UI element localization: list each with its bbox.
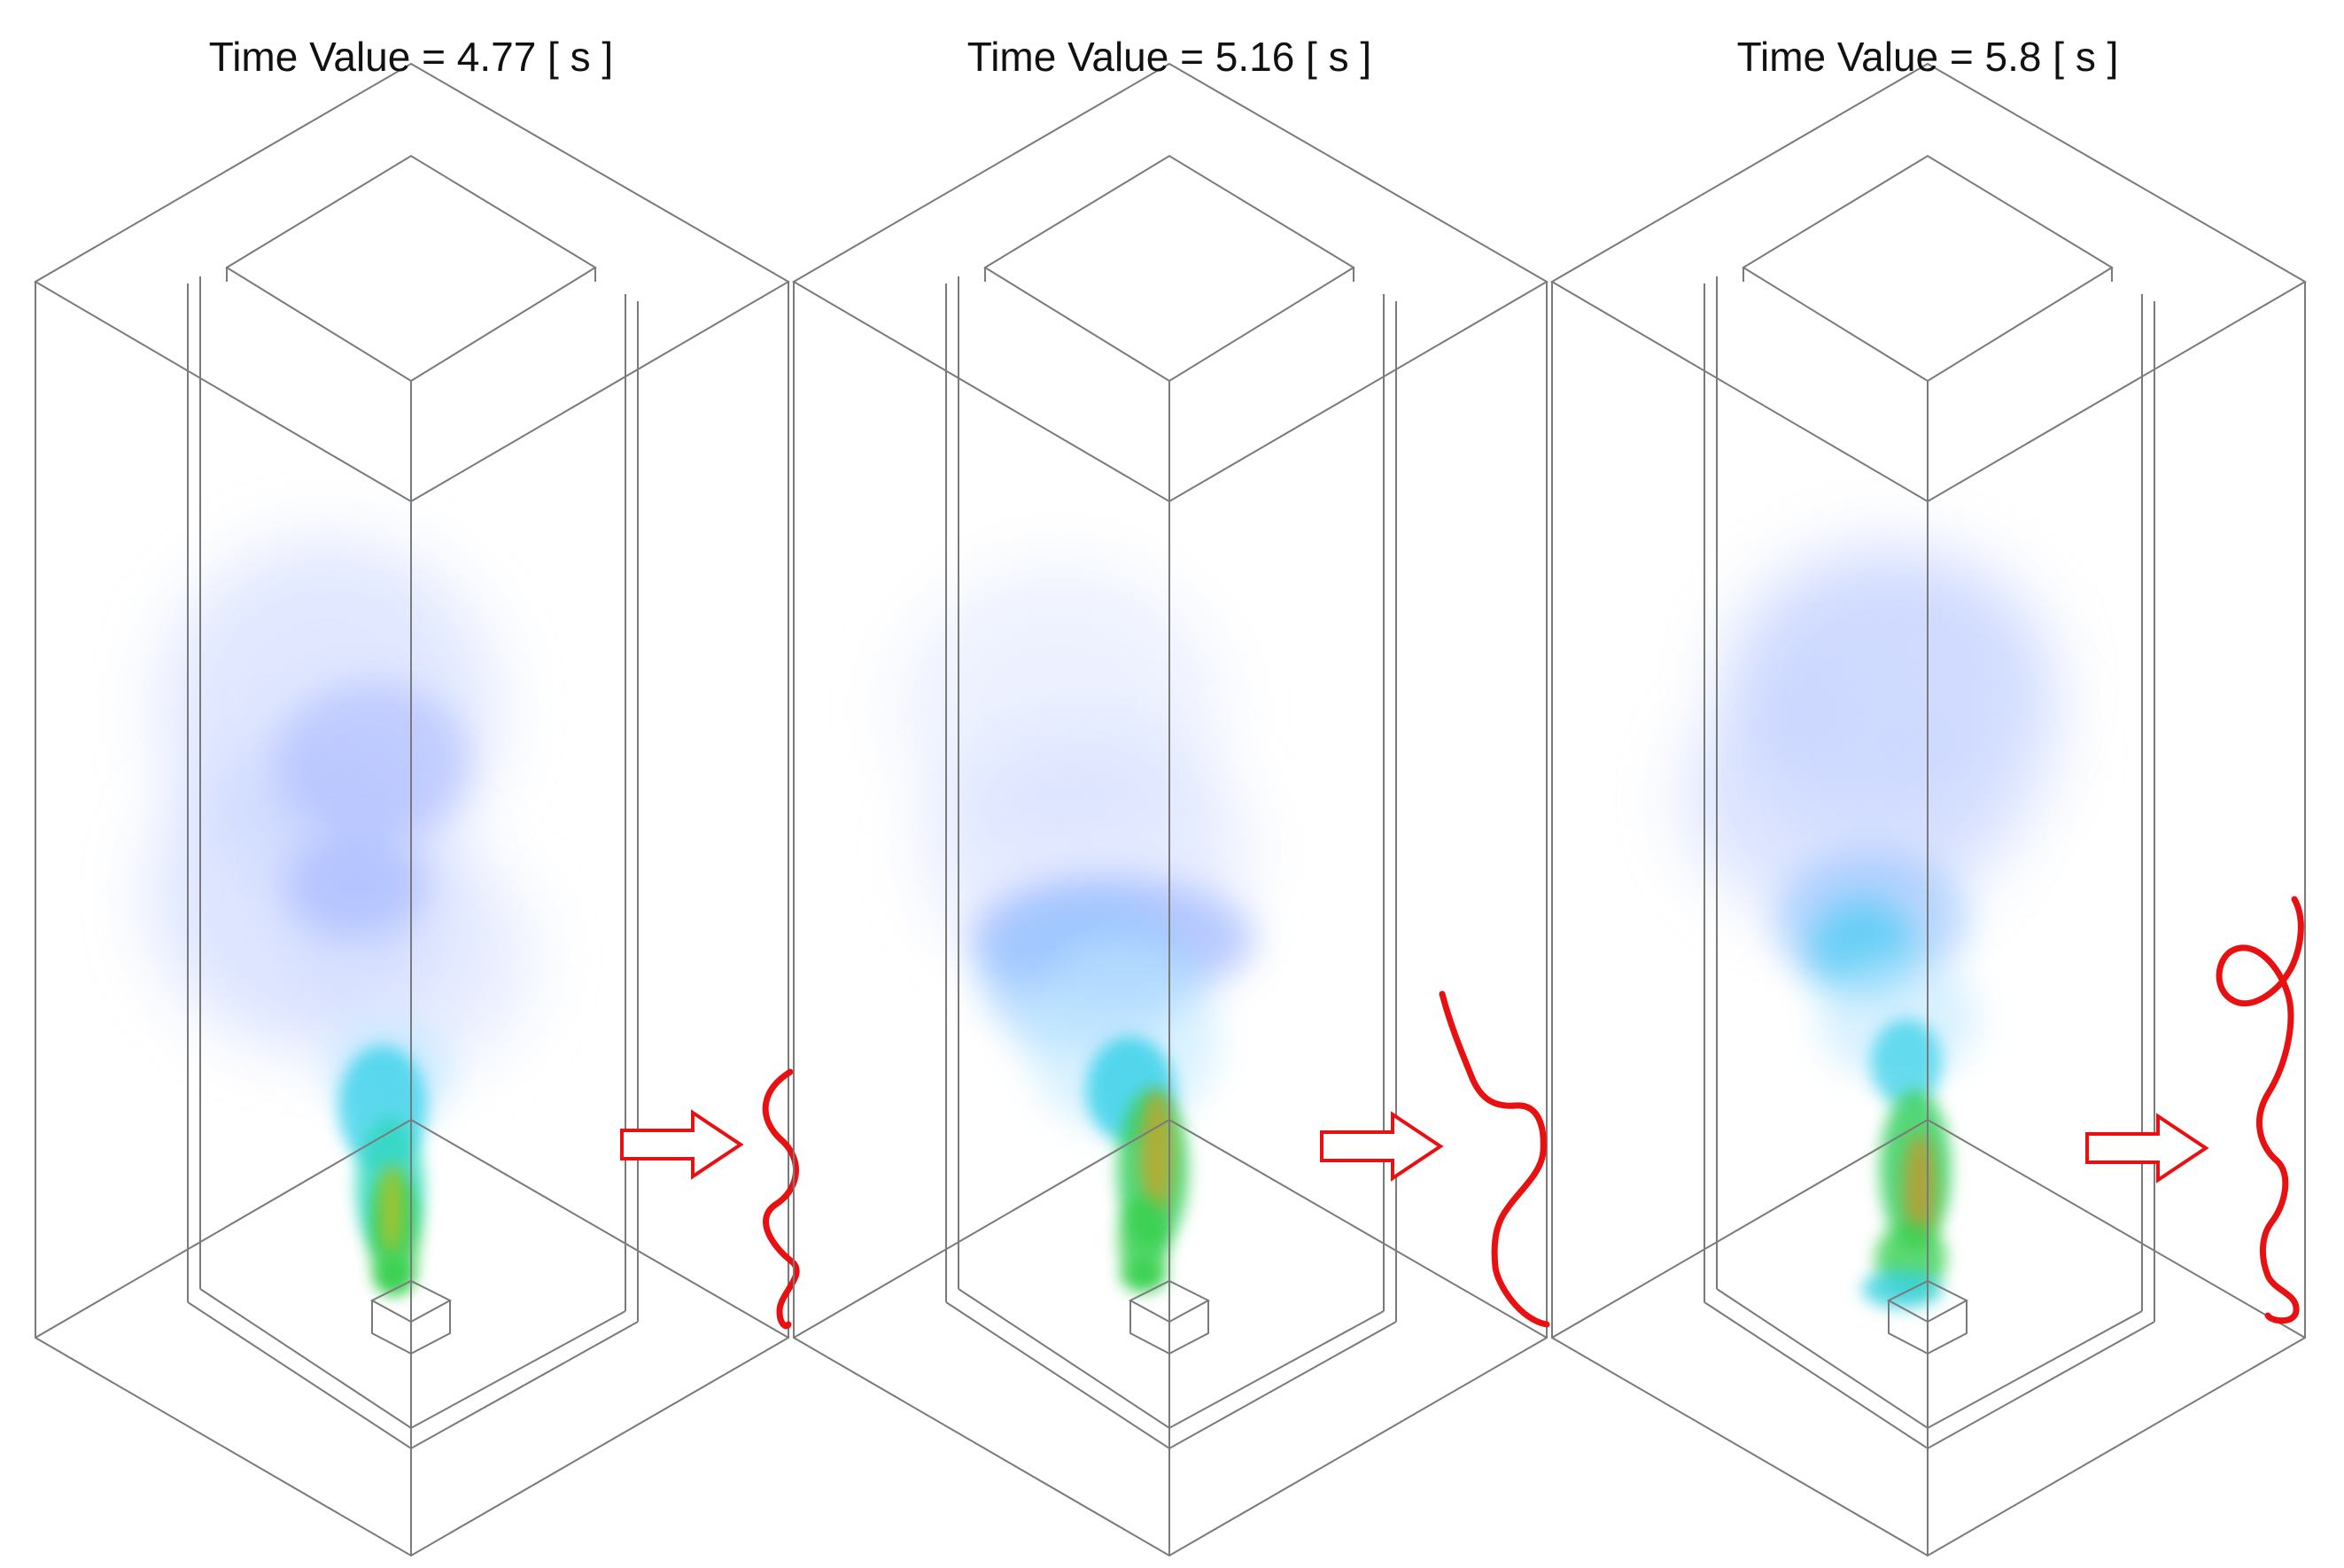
box-wireframe-1 xyxy=(35,63,789,1556)
panel-3: Time Value = 5.8 [ s ] xyxy=(1551,34,2306,1556)
box-wireframe-3 xyxy=(1551,63,2306,1556)
time-label-1: Time Value = 4.77 [ s ] xyxy=(209,34,613,80)
panel-2: Time Value = 5.16 [ s ] xyxy=(793,34,1550,1556)
trajectory-2 xyxy=(1439,990,1550,1328)
time-label-3: Time Value = 5.8 [ s ] xyxy=(1737,34,2119,80)
time-label-2: Time Value = 5.16 [ s ] xyxy=(967,34,1371,80)
trajectory-3 xyxy=(2216,896,2304,1324)
arrow-3 xyxy=(2085,1114,2208,1182)
arrow-2 xyxy=(1320,1113,1442,1180)
plume-1 xyxy=(151,540,532,1293)
trajectory-1 xyxy=(762,1068,800,1330)
plume-3 xyxy=(1685,549,2057,1308)
plume-2 xyxy=(900,567,1254,1292)
panel-1: Time Value = 4.77 [ s ] xyxy=(35,34,800,1556)
arrow-1 xyxy=(620,1111,742,1178)
box-wireframe-2 xyxy=(793,63,1548,1556)
